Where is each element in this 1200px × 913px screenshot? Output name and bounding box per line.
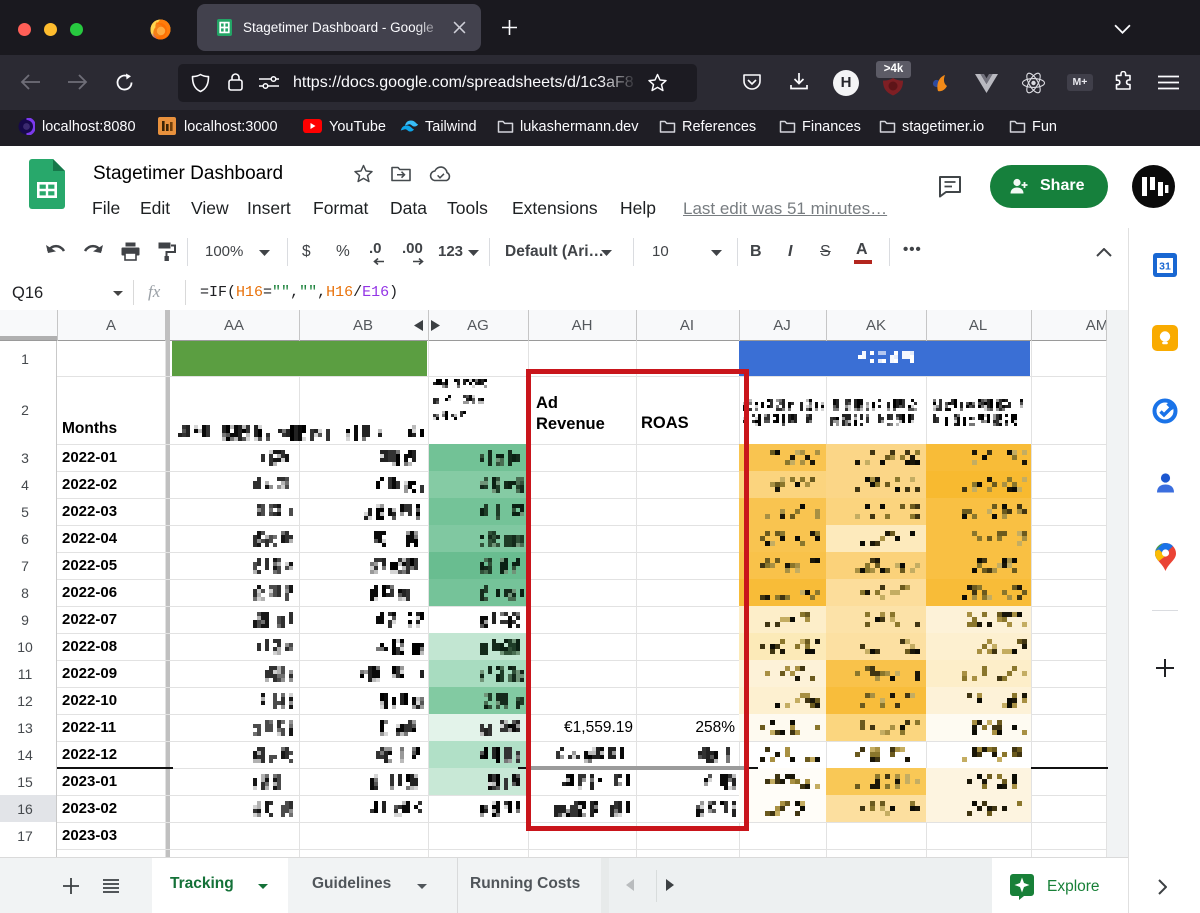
- svg-text:31: 31: [1159, 261, 1171, 273]
